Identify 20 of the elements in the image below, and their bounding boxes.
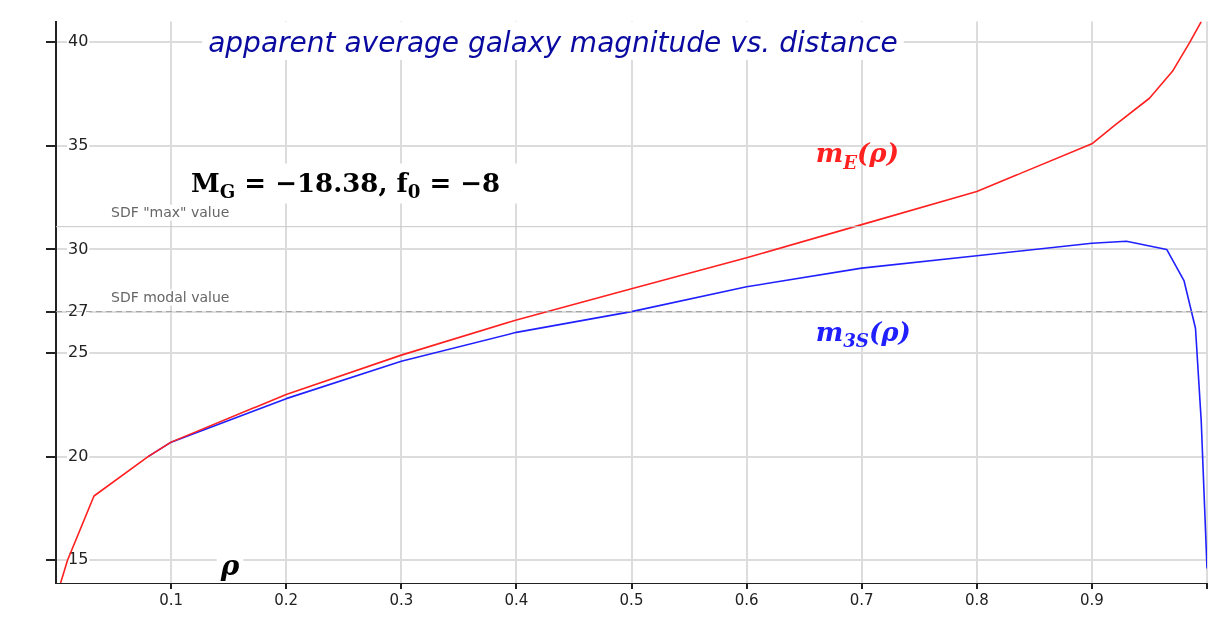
x-tick-label: 0.8: [964, 590, 989, 609]
x-tick-label: 0.2: [274, 590, 299, 609]
y-tick-label: 35: [68, 135, 89, 155]
x-axis-title: ρ: [219, 549, 240, 582]
x-tick-label: 0.3: [389, 590, 414, 609]
chart-title: apparent average galaxy magnitude vs. distance: [208, 26, 898, 59]
x-tick-label: 0.5: [619, 590, 644, 609]
x-tick-label: 0.6: [734, 590, 759, 609]
ref-line-label: SDF "max" value: [111, 203, 230, 220]
y-tick-label: 27: [68, 300, 89, 320]
x-tick-label: 0.4: [504, 590, 529, 609]
y-tick-label: 40: [68, 31, 89, 51]
y-tick-label: 25: [68, 342, 89, 362]
x-tick-label: 0.7: [849, 590, 874, 609]
x-tick-label: 0.1: [159, 590, 184, 609]
y-tick-label: 20: [68, 445, 89, 465]
x-tick-label: 0.9: [1079, 590, 1104, 609]
y-tick-label: 15: [68, 549, 89, 569]
ref-line-label: SDF modal value: [111, 288, 230, 305]
y-tick-label: 30: [68, 238, 89, 258]
